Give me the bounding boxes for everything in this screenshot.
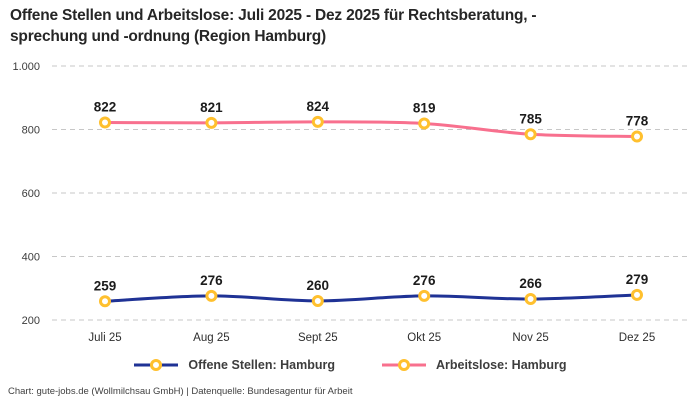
line-chart-plot-area: 200 400 600 800 1.000 Juli 25 Aug 25 Sept 25 Okt… <box>12 61 690 344</box>
data-point-value-label: 778 <box>626 113 649 128</box>
y-axis-tick-label: 800 <box>22 125 40 137</box>
legend-item-arbeitslose[interactable]: Arbeitslose: Hamburg <box>381 358 567 372</box>
data-point-marker[interactable] <box>205 116 218 129</box>
data-point-marker[interactable] <box>418 117 431 130</box>
x-axis-tick-label: Aug 25 <box>193 332 229 344</box>
legend-item-offene-stellen[interactable]: Offene Stellen: Hamburg <box>133 358 335 372</box>
legend-line-sample-arbeitslose <box>381 359 426 371</box>
legend-label-offene-stellen: Offene Stellen: Hamburg <box>188 358 335 372</box>
data-point-marker[interactable] <box>631 288 643 301</box>
data-point-marker[interactable] <box>205 289 218 302</box>
data-point-value-label: 276 <box>413 273 436 288</box>
data-point-marker[interactable] <box>311 115 324 128</box>
data-point-marker[interactable] <box>99 116 111 129</box>
chart-legend: Offene Stellen: Hamburg Arbeitslose: Ham… <box>0 358 700 372</box>
y-axis-tick-label: 600 <box>22 188 40 200</box>
x-axis-tick-label: Sept 25 <box>298 332 338 344</box>
x-axis-tick-label: Nov 25 <box>512 332 548 344</box>
chart-title: Offene Stellen und Arbeitslose: Juli 202… <box>10 7 537 45</box>
y-axis-tick-label: 1.000 <box>12 61 40 73</box>
data-point-value-label: 276 <box>200 273 223 288</box>
legend-label-arbeitslose: Arbeitslose: Hamburg <box>435 358 567 372</box>
data-point-value-label: 260 <box>307 278 330 293</box>
legend-line-sample-offene-stellen <box>134 359 179 371</box>
data-point-value-label: 822 <box>94 100 117 115</box>
data-point-value-label: 819 <box>413 100 436 115</box>
y-axis-tick-label: 400 <box>22 252 40 264</box>
data-point-value-label: 785 <box>519 111 542 126</box>
data-point-marker[interactable] <box>99 295 111 308</box>
data-point-value-label: 259 <box>94 278 117 293</box>
x-axis-tick-label: Juli 25 <box>88 332 121 344</box>
y-axis-tick-label: 200 <box>22 315 40 327</box>
data-point-marker[interactable] <box>524 128 537 141</box>
data-point-value-label: 279 <box>626 272 649 287</box>
x-axis-tick-label: Dez 25 <box>619 332 655 344</box>
series-line-arbeitslose <box>103 120 639 138</box>
data-point-marker[interactable] <box>524 293 537 306</box>
data-point-marker[interactable] <box>418 289 431 302</box>
data-point-marker[interactable] <box>631 130 643 143</box>
series-line-offene-stellen <box>103 293 639 303</box>
data-point-value-label: 821 <box>200 100 223 115</box>
data-point-value-label: 266 <box>519 276 542 291</box>
chart-source-attribution: Chart: gute-jobs.de (Wollmilchsau GmbH) … <box>8 386 353 397</box>
x-axis-tick-label: Okt 25 <box>407 332 441 344</box>
data-point-marker[interactable] <box>311 294 324 307</box>
data-point-value-label: 824 <box>307 99 330 114</box>
